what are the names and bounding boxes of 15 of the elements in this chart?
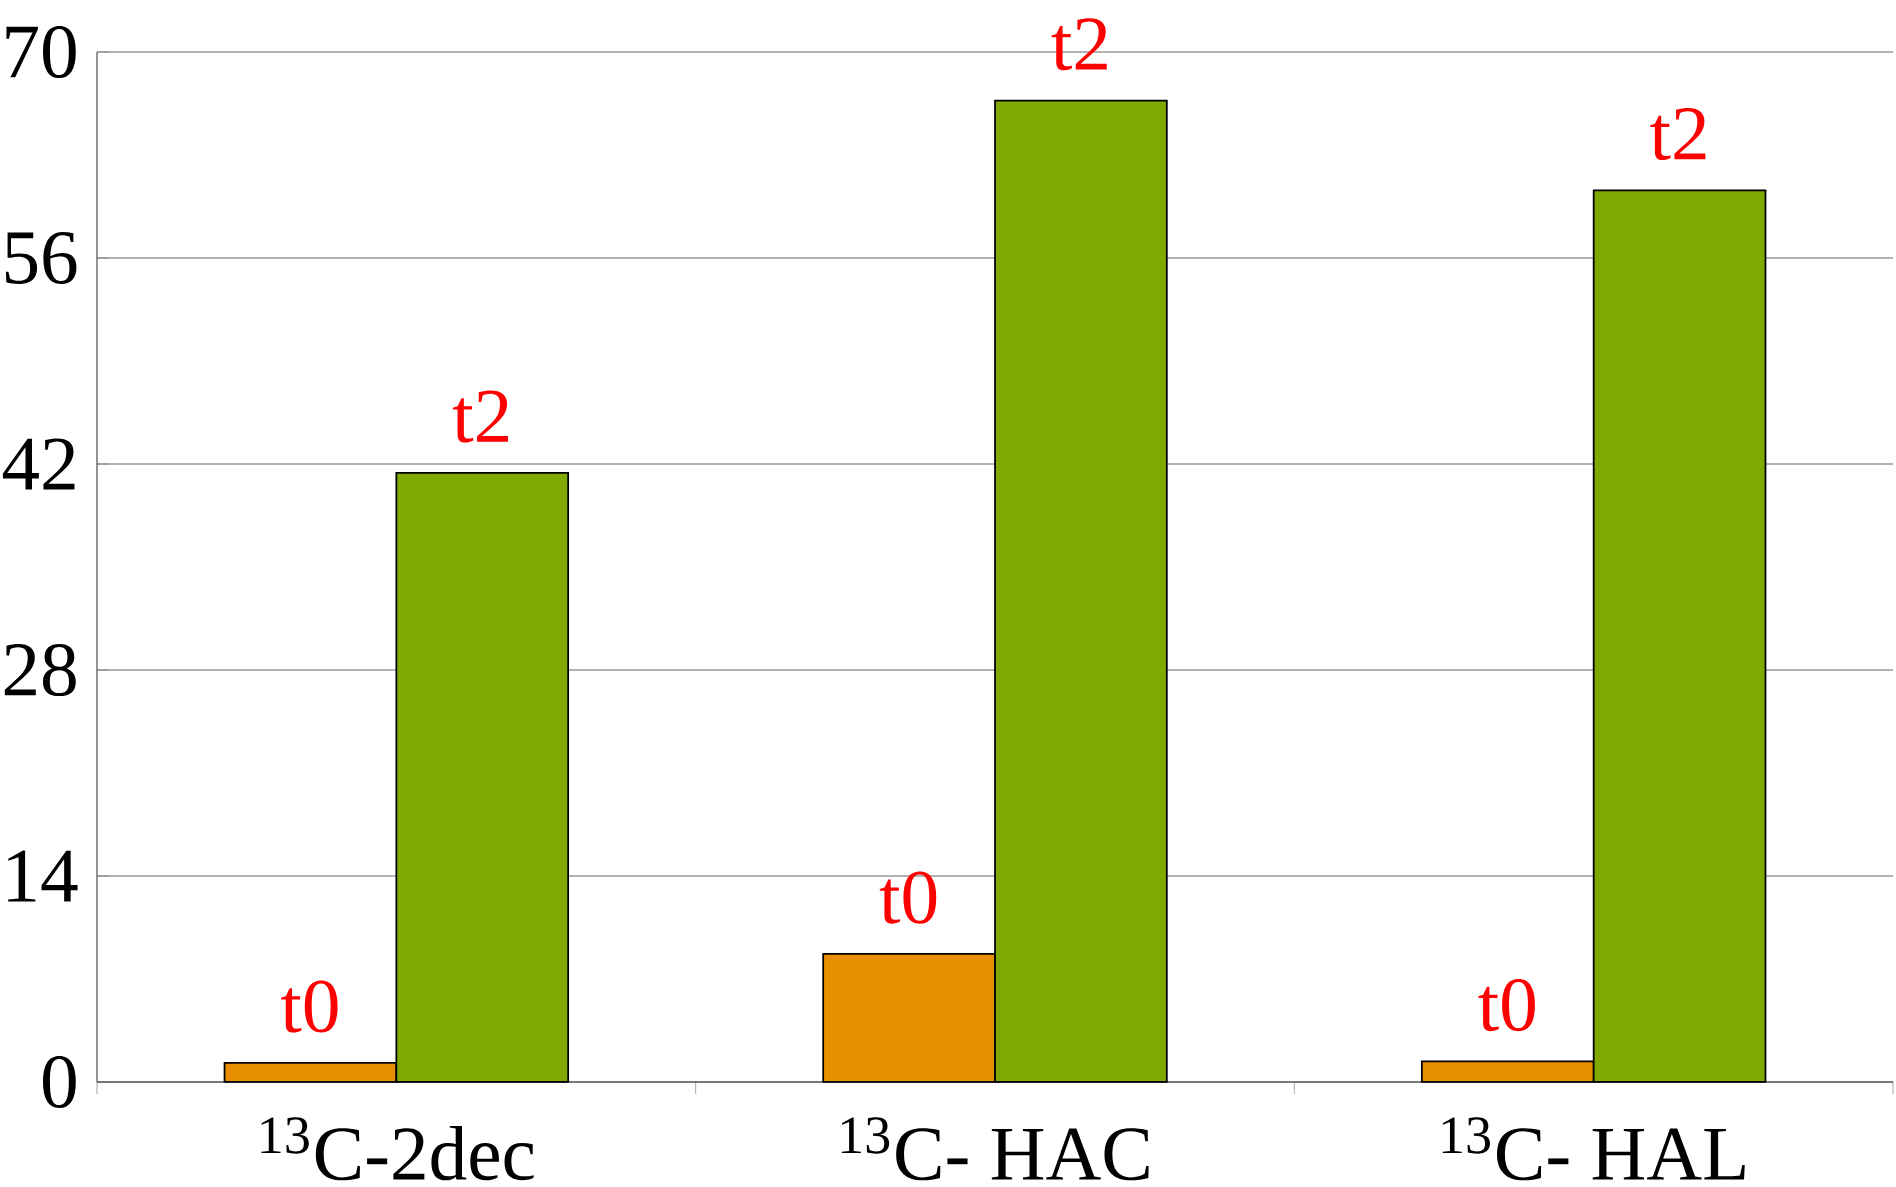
y-tick-label: 14 bbox=[8, 850, 78, 902]
y-tick-label: 42 bbox=[2, 438, 75, 490]
x-tick-label: $^{13}$C- HAC bbox=[841, 1117, 1149, 1181]
x-tick-label: $^{13}$C- HAL bbox=[1442, 1117, 1745, 1181]
y-tick-label: 28 bbox=[4, 643, 76, 697]
y-tick-label: 56 bbox=[5, 232, 77, 284]
y-tick-label: 70 bbox=[6, 25, 76, 79]
text: t0 bbox=[879, 871, 937, 924]
series-label: t0 bbox=[281, 980, 338, 1033]
text: t0 bbox=[1478, 978, 1535, 1032]
y-tick-label: 0 bbox=[42, 1055, 76, 1109]
text: t2 bbox=[1051, 18, 1107, 71]
x-tick-label: $^{13}$C-2dec bbox=[261, 1117, 534, 1181]
text: t2 bbox=[1650, 108, 1706, 161]
series-label: t2 bbox=[452, 390, 509, 443]
